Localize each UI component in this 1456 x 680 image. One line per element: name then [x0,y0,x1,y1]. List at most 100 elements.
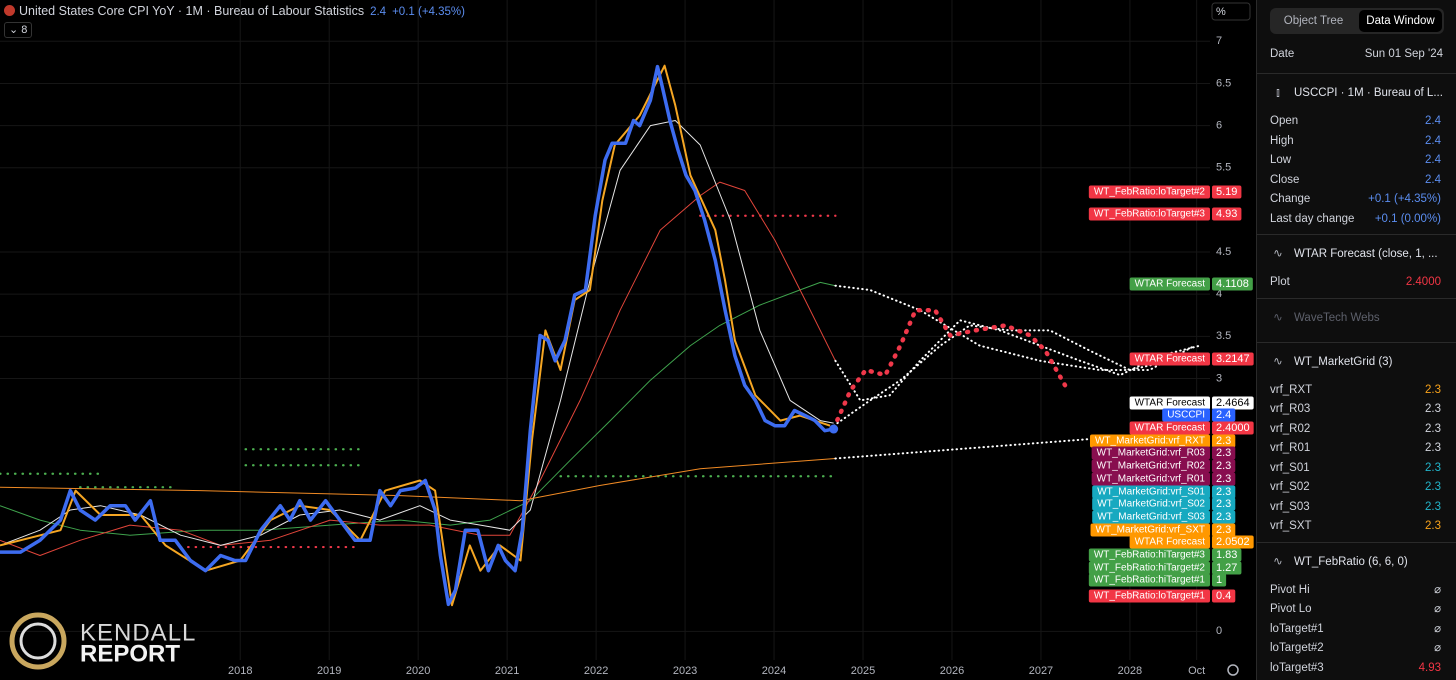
price-label-name-box [1088,548,1210,562]
row-label: Low [1270,154,1292,166]
section-header[interactable]: ∿ WT_MarketGrid (3) [1257,343,1456,381]
price-label-value: 2.3 [1216,486,1231,498]
price-label-name-box [1088,207,1210,221]
row-label: vrf_R02 [1270,422,1311,435]
series-line [0,281,836,536]
price-label-value: 5.19 [1216,186,1237,198]
price-label-name-box [1092,510,1210,524]
logo-line2: REPORT [80,640,180,667]
row-label: vrf_R03 [1270,403,1311,415]
chart-header: United States Core CPI YoY · 1M · Bureau… [4,4,465,18]
price-label-name-box [1129,277,1210,291]
section-title: WT_FebRatio (6, 6, 0) [1294,555,1408,568]
symbol-title[interactable]: United States Core CPI YoY · 1M · Bureau… [19,4,365,18]
flag [4,5,15,16]
price-label-name: WTAR Forecast [1135,398,1206,409]
price-label-name-box [1129,535,1210,549]
price-label-value-box [1212,185,1242,199]
price-label-name-box [1088,561,1210,575]
price-label-name: WTAR Forecast [1135,423,1206,434]
price-label-name: WT_MarketGrid:vrf_RXT [1095,436,1205,447]
section-header[interactable]: ⫾ USCCPI · 1M · Bureau of L... [1257,74,1456,112]
y-tick-label: 3 [1216,372,1222,384]
tab[interactable]: Object Tree [1283,15,1344,27]
price-label-value: 2.3 [1216,473,1231,485]
y-tick-label: 7 [1216,35,1222,47]
data-row: vrf_SXT 2.3 [1257,517,1456,537]
row-label: vrf_RXT [1270,383,1313,396]
price-label-name: WT_MarketGrid:vrf_S03 [1097,512,1205,523]
price-label-value-box [1212,573,1227,587]
logo-line1: KENDALL [80,619,196,646]
logo: KENDALL REPORT [9,612,196,670]
data-row: vrf_R01 2.3 [1257,439,1456,459]
section-header[interactable]: ∿ WaveTech Webs [1257,299,1456,337]
price-label-name-box [1129,352,1210,366]
section-icon: ∿ [1273,311,1283,324]
price-label-value-box [1212,535,1254,549]
tab-active[interactable]: Data Window [1359,10,1442,32]
data-row: Pivot Hi ⌀ [1257,581,1456,601]
unit-label: % [1216,6,1226,18]
row-label: Open [1270,115,1299,127]
price-label-name: WT_MarketGrid:vrf_S02 [1097,499,1205,510]
section-icon: ⫾ [1276,87,1280,99]
row-label: vrf_SXT [1270,520,1312,532]
price-label-value-box [1212,472,1236,486]
data-row: vrf_R03 2.3 [1257,400,1456,420]
row-value: +0.1 (+4.35%) [1368,193,1441,205]
price-label-value-box [1212,352,1254,366]
section-header[interactable]: ∿ WTAR Forecast (close, 1, ... [1257,235,1456,273]
data-row: High 2.4 [1257,132,1456,152]
series-line [834,319,1202,402]
row-value: 2.4 [1425,115,1441,127]
price-label-name: WTAR Forecast [1135,279,1206,290]
price-label-name-box [1091,472,1210,486]
price-label-name: WTAR Forecast [1135,537,1206,548]
price-label-name: WT_MarketGrid:vrf_R02 [1097,461,1206,472]
data-row: Plot 2.4000 [1257,273,1456,293]
data-row: loTarget#1 ⌀ [1257,620,1456,640]
price-label-name: WT_FebRatio:hiTarget#3 [1094,550,1206,561]
section: ∿ WT_MarketGrid (3) vrf_RXT 2.3 vrf_R03 2.3 vr… [1257,341,1456,542]
y-tick-label: 0 [1216,625,1222,637]
price-label-value-box [1212,485,1236,499]
price-label-value: 2.3 [1216,460,1231,472]
price-label-name-box [1162,408,1210,422]
row-value: ⌀ [1434,583,1441,596]
row-label: High [1270,134,1294,147]
price-label-name: WTAR Forecast [1135,354,1206,365]
price-label-name-box [1091,459,1210,473]
section-header[interactable]: ∿ WT_FebRatio (6, 6, 0) [1257,543,1456,581]
y-tick-label: 4 [1216,288,1222,300]
settings-icon[interactable] [1227,664,1239,676]
price-label-value-box [1212,523,1236,537]
data-row: Low 2.4 [1257,151,1456,171]
row-label: vrf_R01 [1270,442,1311,454]
y-tick-label: 5.5 [1216,162,1231,174]
price-label-name: WT_MarketGrid:vrf_S01 [1097,487,1205,498]
row-value: 2.3 [1425,461,1441,474]
price-label-value: 1 [1216,574,1222,586]
row-label: Pivot Hi [1270,583,1310,596]
row-label: Plot [1270,276,1290,288]
price-label-value: 2.3 [1216,511,1231,523]
price-label-value-box [1212,459,1236,473]
price-labels: 5.19 WT_FebRatio:loTarget#2 4.93 WT_FebRati… [1088,185,1254,603]
series-line [0,64,831,607]
section-title: WT_MarketGrid (3) [1294,355,1393,368]
row-value: 2.3 [1425,403,1441,415]
indicator-toggle[interactable]: ⌄ 8 [4,22,33,38]
price-label-value: 4.1108 [1216,278,1249,290]
price-label-value: 2.0502 [1216,536,1250,548]
last-point [829,424,839,434]
price-label-name: WT_FebRatio:loTarget#3 [1094,209,1206,220]
price-label-value: 1.83 [1216,549,1237,561]
x-tick-label: 2025 [851,665,875,677]
row-value: 2.3 [1425,422,1441,435]
series-line [0,64,835,607]
price-label-value-box [1212,446,1236,460]
x-tick-label: 2023 [673,665,697,677]
